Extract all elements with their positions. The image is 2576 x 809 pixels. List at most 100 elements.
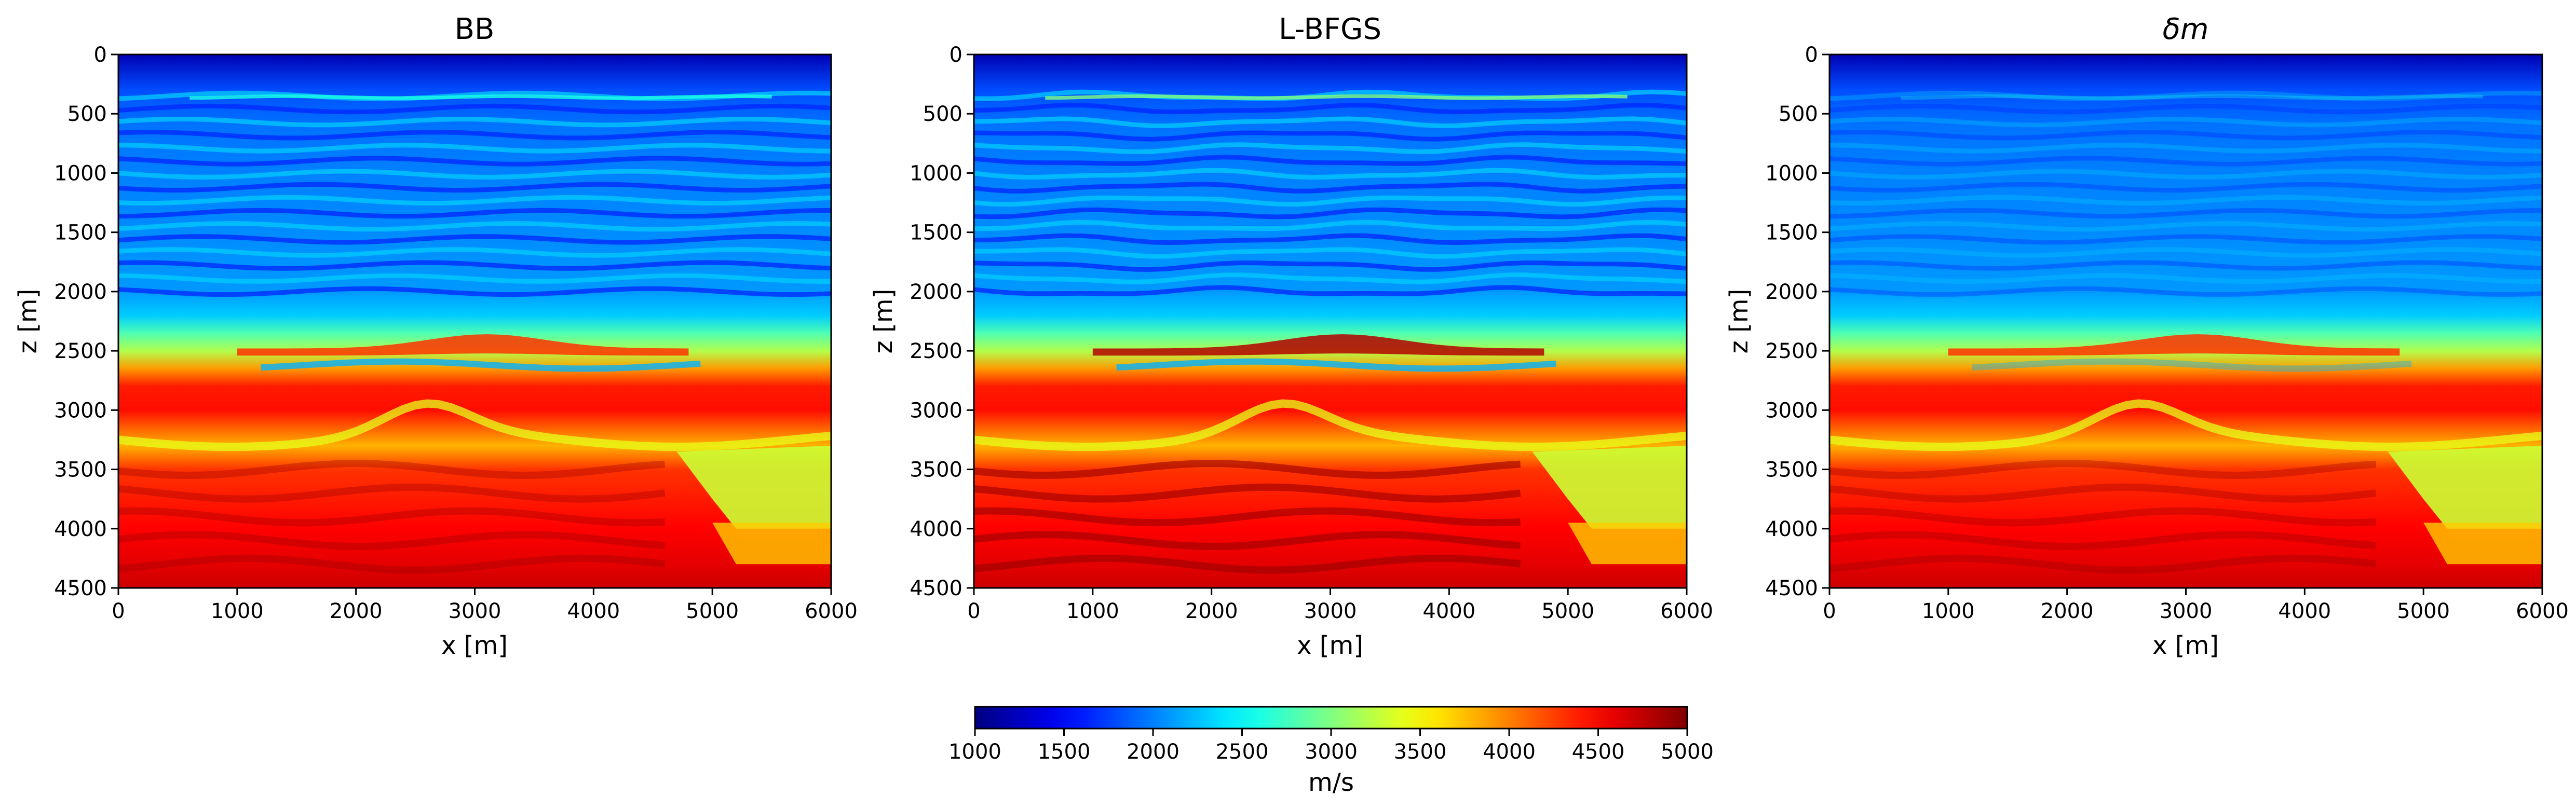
colorbar-tick-label: 2000 <box>1127 740 1179 764</box>
layer-striation <box>974 182 1687 194</box>
x-tick-label: 5000 <box>686 599 739 623</box>
layer-striation <box>1829 286 2542 297</box>
panel-title: L-BFGS <box>1279 12 1381 46</box>
y-axis-label: z [m] <box>13 289 43 354</box>
colorbar-label: m/s <box>1308 768 1354 797</box>
layer-striation <box>974 285 1687 296</box>
y-tick-label: 4000 <box>910 517 962 541</box>
y-tick-label: 1500 <box>910 221 962 245</box>
layer-striation <box>1829 234 2542 245</box>
deep-streak <box>118 483 666 503</box>
y-tick-label: 4500 <box>54 577 107 600</box>
x-tick-label: 0 <box>112 599 125 623</box>
y-tick-label: 3000 <box>1765 399 1818 422</box>
colorbar-tick-label: 1500 <box>1038 740 1091 764</box>
colorbar-tick-label: 4500 <box>1572 740 1625 764</box>
y-tick-label: 0 <box>950 43 962 67</box>
low-velocity-band <box>1972 358 2412 372</box>
panel-delta-m: δm 0 1000 2000 3000 4000 5000 6000 0 500 1000 150… <box>1725 12 2569 660</box>
low-velocity-band <box>261 358 701 372</box>
deep-streak <box>974 554 1521 574</box>
deep-streak <box>974 483 1521 503</box>
x-tick-label: 6000 <box>805 599 858 623</box>
layer-striation <box>118 286 831 297</box>
y-tick-label: 1500 <box>54 221 107 245</box>
x-tick-label: 6000 <box>2516 599 2569 623</box>
high-velocity-lens <box>1948 334 2400 356</box>
y-tick-label: 4500 <box>1765 577 1818 600</box>
high-velocity-lens <box>237 334 689 356</box>
x-axis-ticks: 0 1000 2000 3000 4000 5000 6000 <box>967 588 1713 623</box>
layer-striation <box>118 234 831 245</box>
y-axis-ticks: 0 500 1000 1500 2000 2500 3000 3500 4000 4500 <box>910 43 974 600</box>
layer-striation <box>1829 103 2542 115</box>
image-features <box>1829 90 2542 574</box>
layer-striation <box>1829 221 2542 232</box>
low-velocity-band <box>1116 358 1556 372</box>
layer-striation <box>118 195 831 206</box>
x-tick-label: 4000 <box>2278 599 2331 623</box>
layer-striation <box>974 247 1687 259</box>
colorbar-tick-label: 2500 <box>1216 740 1269 764</box>
mid-layer <box>1829 399 2542 451</box>
layer-striation <box>974 233 1687 245</box>
colorbar-ticks: 1000 1500 2000 2500 3000 3500 4000 4500 5000 <box>948 729 1714 764</box>
x-tick-label: 1000 <box>1922 599 1975 623</box>
layer-striation <box>118 208 831 219</box>
layer-striation <box>974 142 1687 155</box>
layer-striation <box>118 273 831 284</box>
x-axis-label: x [m] <box>1297 631 1363 660</box>
layer-striation <box>118 116 831 128</box>
y-tick-label: 2000 <box>54 280 107 304</box>
x-tick-label: 0 <box>1823 599 1836 623</box>
panel-title: BB <box>455 12 495 46</box>
x-tick-label: 2000 <box>330 599 383 623</box>
image-features <box>974 89 1687 574</box>
y-tick-label: 0 <box>1805 43 1818 67</box>
x-tick-label: 3000 <box>2160 599 2213 623</box>
y-tick-label: 2500 <box>1765 339 1818 363</box>
layer-striation <box>1829 116 2542 128</box>
shallow-reflector <box>1045 94 1628 100</box>
layer-striation <box>118 130 831 141</box>
right-wedge <box>1532 445 1687 529</box>
velocity-image <box>1829 54 2542 588</box>
deep-streak <box>974 460 1521 479</box>
right-wedge <box>676 445 831 529</box>
y-tick-label: 3500 <box>1765 458 1818 482</box>
layer-striation <box>1829 90 2542 102</box>
y-tick-label: 2000 <box>910 280 962 304</box>
layer-striation <box>974 116 1687 128</box>
layer-striation <box>974 130 1687 142</box>
layer-striation <box>118 247 831 258</box>
deep-streak <box>1829 483 2377 503</box>
y-tick-label: 500 <box>1779 102 1818 126</box>
colorbar-tick-label: 4000 <box>1483 740 1536 764</box>
x-tick-label: 5000 <box>2397 599 2450 623</box>
layer-striation <box>974 89 1687 101</box>
layer-striation <box>974 168 1687 180</box>
deep-streak <box>118 531 666 551</box>
deep-streak <box>1829 460 2377 479</box>
panel-lbfgs: L-BFGS 0 1000 2000 3000 4000 5000 6000 0 500 100… <box>869 12 1713 660</box>
y-axis-ticks: 0 500 1000 1500 2000 2500 3000 3500 4000 4500 <box>1765 43 1829 600</box>
x-tick-label: 1000 <box>211 599 264 623</box>
deep-band <box>2423 523 2542 565</box>
y-tick-label: 3000 <box>54 399 107 422</box>
y-tick-label: 2500 <box>910 339 962 363</box>
layer-striation <box>1829 182 2542 193</box>
x-tick-label: 2000 <box>2041 599 2094 623</box>
layer-striation <box>1829 273 2542 284</box>
shallow-reflector <box>189 94 772 100</box>
layer-striation <box>974 207 1687 220</box>
x-tick-label: 2000 <box>1185 599 1238 623</box>
layer-striation <box>118 221 831 232</box>
y-tick-label: 0 <box>94 43 107 67</box>
x-tick-label: 5000 <box>1541 599 1594 623</box>
deep-streak <box>974 531 1521 551</box>
image-features <box>118 90 831 574</box>
x-tick-label: 6000 <box>1660 599 1713 623</box>
layer-striation <box>1829 130 2542 141</box>
deep-band <box>1568 523 1687 565</box>
deep-streak <box>1829 531 2377 551</box>
